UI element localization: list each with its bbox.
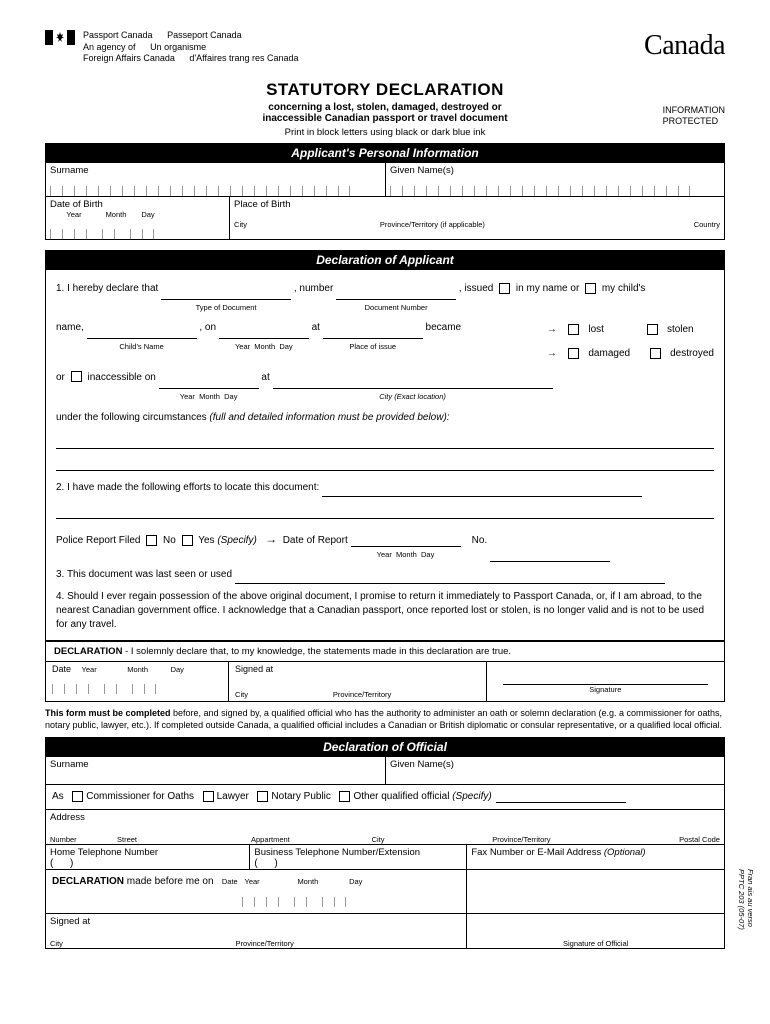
section-official-header: Declaration of Official <box>45 737 725 757</box>
official-given-cell[interactable]: Given Name(s) <box>385 757 724 784</box>
last-seen-field[interactable] <box>235 572 665 584</box>
other-official-field[interactable] <box>496 791 626 803</box>
agency-fr-sub1: Un organisme <box>150 42 206 54</box>
city-location-field[interactable] <box>273 377 553 389</box>
stolen-checkbox[interactable] <box>647 324 658 335</box>
my-childs-checkbox[interactable] <box>585 283 596 294</box>
bus-tel-cell[interactable]: Business Telephone Number/Extension ( ) <box>249 845 466 869</box>
efforts-field[interactable] <box>322 485 642 497</box>
damaged-checkbox[interactable] <box>568 348 579 359</box>
in-my-name-checkbox[interactable] <box>499 283 510 294</box>
official-box: Surname Given Name(s) As Commissioner fo… <box>45 757 725 949</box>
type-doc-field[interactable] <box>161 288 291 300</box>
circumstances-line-1[interactable] <box>56 433 714 449</box>
page-header: Passport Canada Passeport Canada An agen… <box>45 30 725 65</box>
agency-fr-name: Passeport Canada <box>167 30 242 42</box>
signature-cell[interactable]: Signature <box>487 662 724 701</box>
agency-en-sub1: An agency of <box>83 42 136 54</box>
print-instruction: Print in block letters using black or da… <box>45 127 725 138</box>
agency-en-sub2: Foreign Affairs Canada <box>83 53 175 65</box>
circumstances-line-2[interactable] <box>56 455 714 471</box>
declaration-body: 1. I hereby declare that Type of Documen… <box>45 270 725 641</box>
sig-date-cell[interactable]: Date Year Month Day <box>46 662 229 701</box>
report-date-field[interactable] <box>351 535 461 547</box>
official-signed-at-cell[interactable]: Signed at CityProvince/Territory <box>46 914 466 948</box>
report-number-field[interactable] <box>490 550 610 562</box>
subtitle-2: inaccessible Canadian passport or travel… <box>45 113 725 124</box>
efforts-line-2[interactable] <box>56 503 714 519</box>
agency-block: Passport Canada Passeport Canada An agen… <box>83 30 299 65</box>
on-date-field[interactable] <box>219 327 309 339</box>
destroyed-checkbox[interactable] <box>650 348 661 359</box>
police-yes-checkbox[interactable] <box>182 535 193 546</box>
official-sig-cell[interactable] <box>466 870 724 913</box>
inaccessible-date-field[interactable] <box>159 377 259 389</box>
fax-cell[interactable]: Fax Number or E-Mail Address (Optional) <box>466 845 724 869</box>
instructions-text: This form must be completed before, and … <box>45 708 725 731</box>
surname-cell[interactable]: Surname <box>46 163 385 196</box>
decl-made-cell: DECLARATION made before me on Date Year … <box>46 870 466 913</box>
subtitle-1: concerning a lost, stolen, damaged, dest… <box>45 102 725 113</box>
section-personal-header: Applicant's Personal Information <box>45 143 725 163</box>
title-section: STATUTORY DECLARATION concerning a lost,… <box>45 80 725 138</box>
official-surname-cell[interactable]: Surname <box>46 757 385 784</box>
other-official-checkbox[interactable] <box>339 791 350 802</box>
personal-info-box: Surname Given Name(s) Date of Birth Year… <box>45 163 725 240</box>
agency-fr-sub2: d'Affaires trang res Canada <box>189 53 298 65</box>
lawyer-checkbox[interactable] <box>203 791 214 802</box>
inaccessible-checkbox[interactable] <box>71 371 82 382</box>
commissioner-checkbox[interactable] <box>72 791 83 802</box>
police-no-checkbox[interactable] <box>146 535 157 546</box>
home-tel-cell[interactable]: Home Telephone Number ( ) <box>46 845 249 869</box>
given-names-cell[interactable]: Given Name(s) <box>385 163 724 196</box>
status-options: → lost stolen → damaged destroyed <box>544 317 714 367</box>
pob-cell[interactable]: Place of Birth City Province/Territory (… <box>229 197 724 239</box>
section-applicant-header: Declaration of Applicant <box>45 250 725 270</box>
lost-checkbox[interactable] <box>568 324 579 335</box>
official-address-cell[interactable]: Address Number Street Appartment City Pr… <box>46 810 724 844</box>
doc-number-field[interactable] <box>336 288 456 300</box>
place-issue-field[interactable] <box>323 327 423 339</box>
main-title: STATUTORY DECLARATION <box>45 80 725 100</box>
info-protected: INFORMATION PROTECTED <box>663 105 725 127</box>
canada-flag-icon <box>45 30 75 45</box>
declaration-item-4: 4. Should I ever regain possession of th… <box>56 590 714 632</box>
side-footer: Fran ais au verso PPTC 203 (05-07) <box>737 869 755 930</box>
dob-cell[interactable]: Date of Birth Year Month Day <box>46 197 229 239</box>
signed-at-cell[interactable]: Signed at CityProvince/Territory <box>229 662 487 701</box>
notary-checkbox[interactable] <box>257 791 268 802</box>
agency-en-name: Passport Canada <box>83 30 153 42</box>
official-sig-label-cell[interactable]: Signature of Official <box>466 914 724 948</box>
canada-wordmark: Canada <box>644 30 725 62</box>
declaration-statement: DECLARATION - I solemnly declare that, t… <box>45 641 725 662</box>
signature-row: Date Year Month Day Signed at CityProvin… <box>45 662 725 702</box>
childs-name-field[interactable] <box>87 327 197 339</box>
